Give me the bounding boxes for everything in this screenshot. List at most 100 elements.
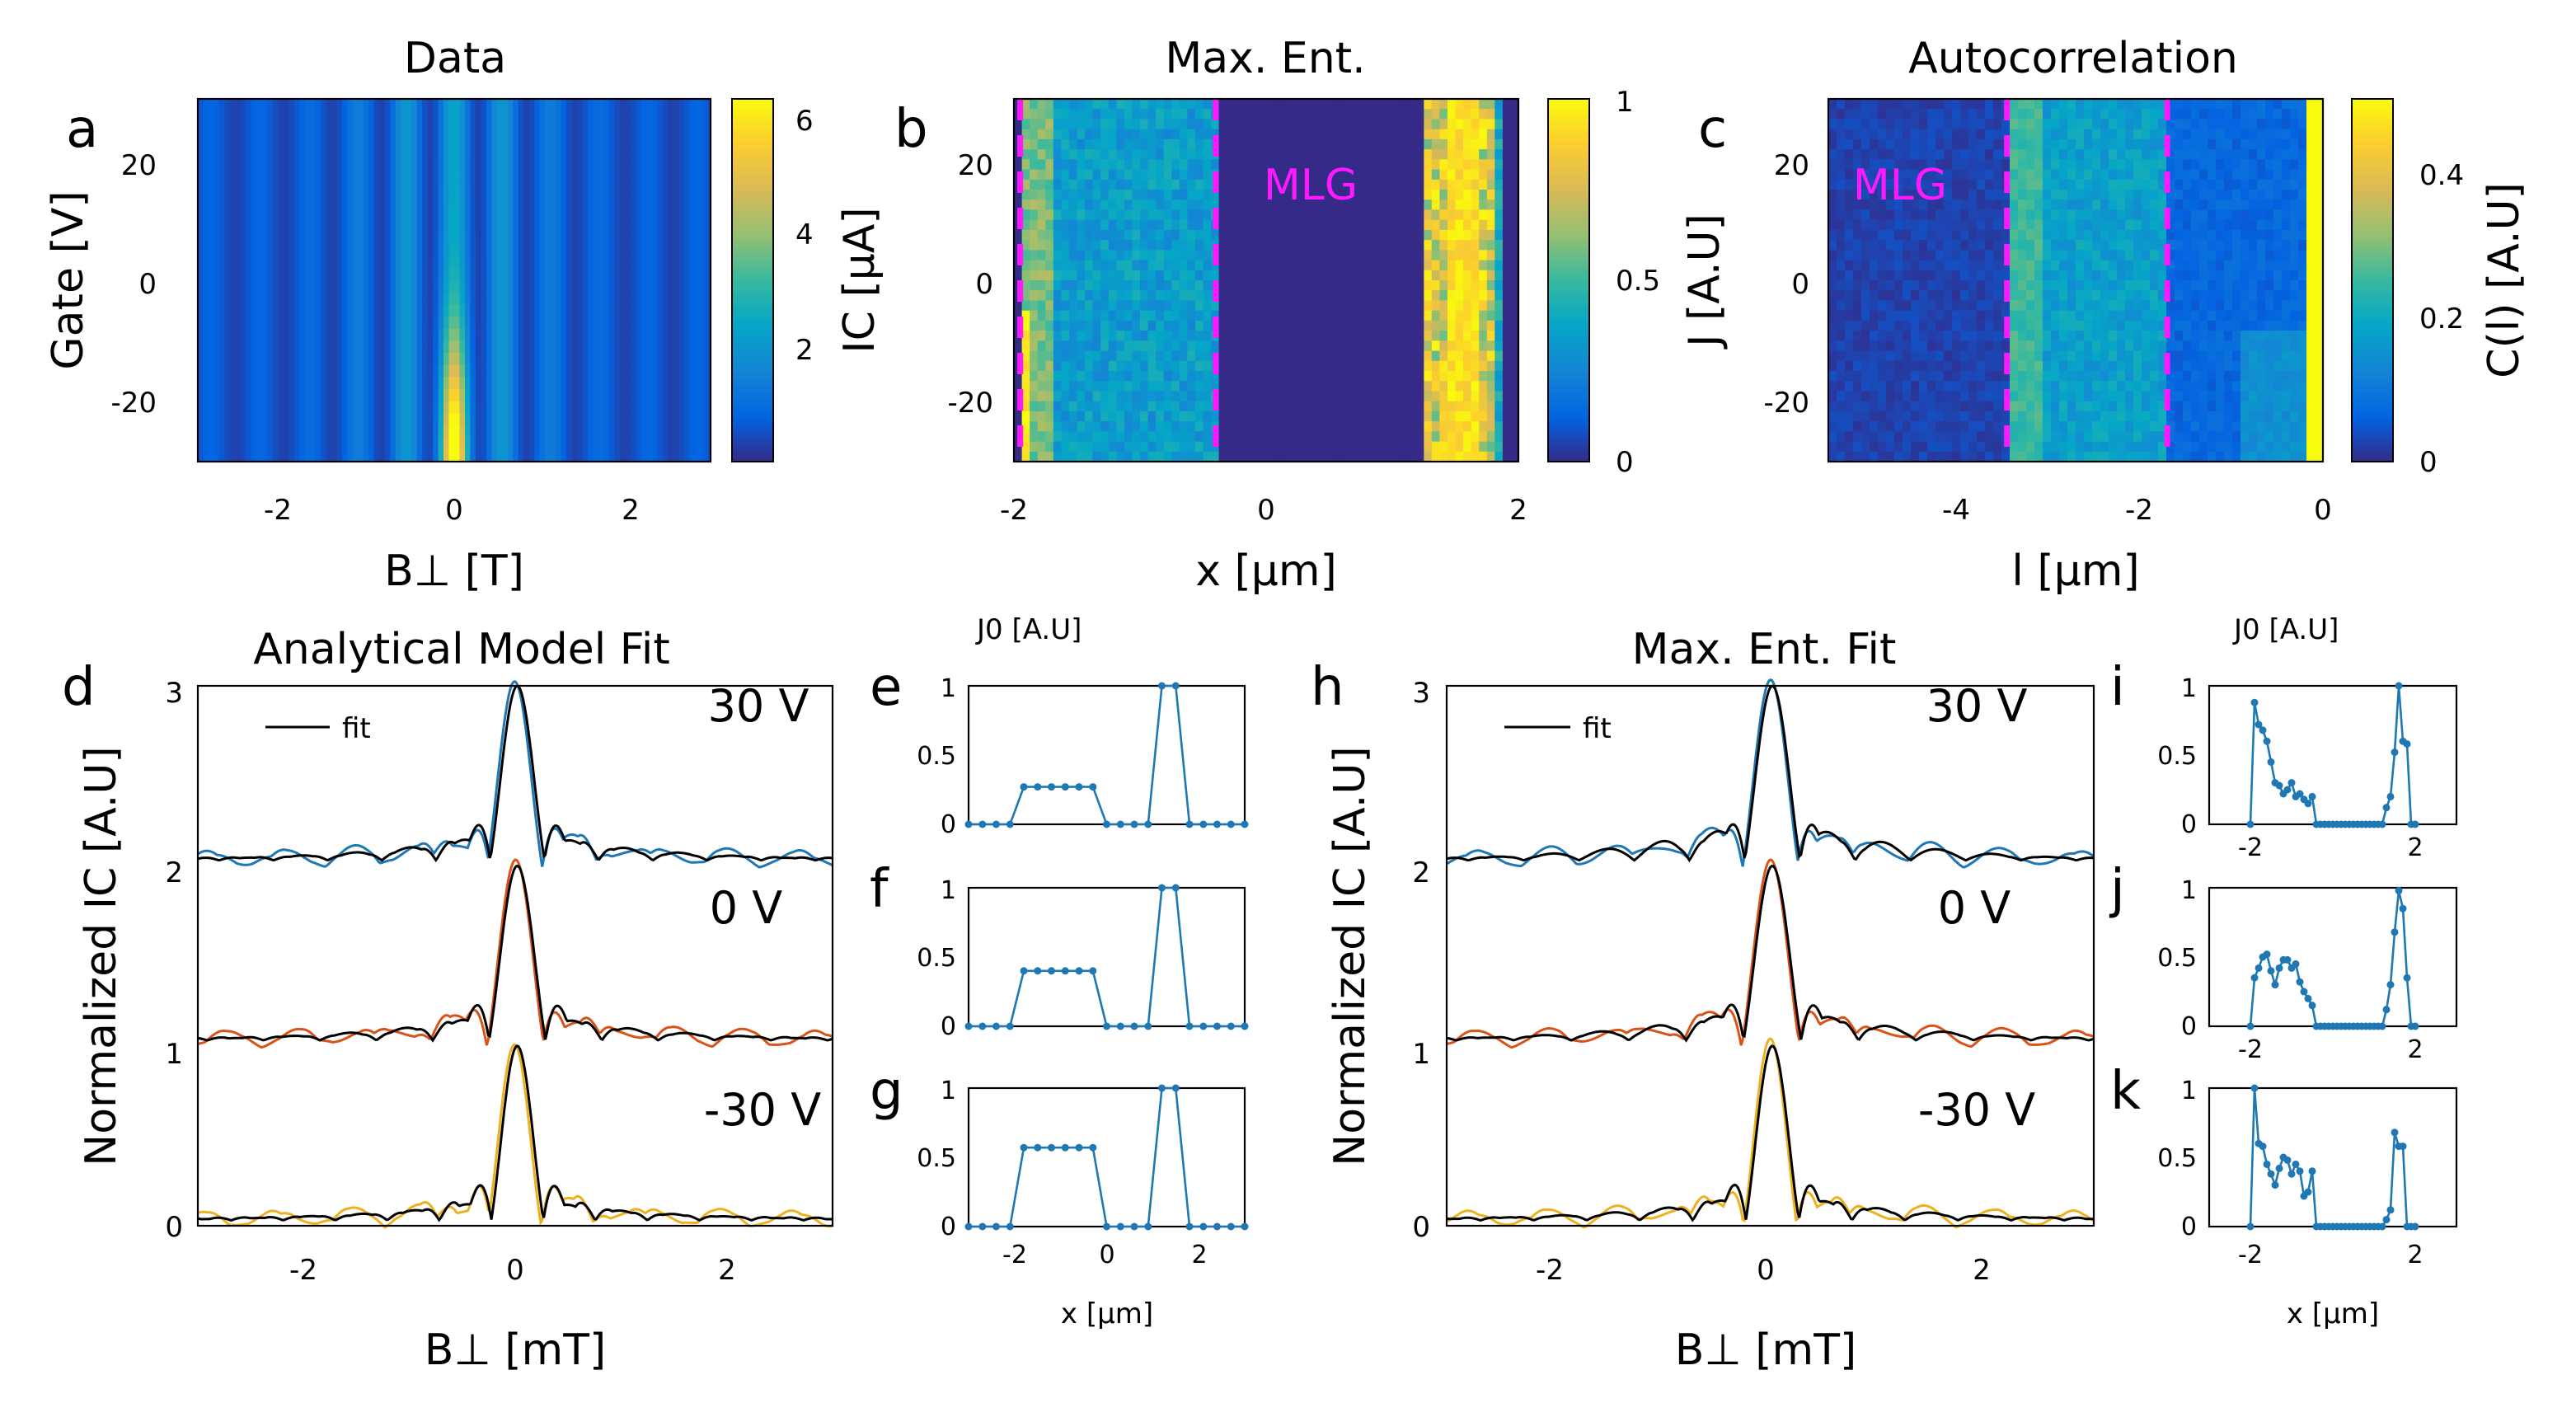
b-cell: [1227, 260, 1236, 271]
a-cell: [646, 135, 653, 148]
a-cell: [598, 183, 604, 196]
b-cell: [1100, 240, 1110, 251]
b-cell: [1463, 129, 1472, 140]
a-cell: [539, 377, 546, 390]
a-cell: [336, 219, 343, 232]
a-cell: [289, 364, 295, 378]
a-cell: [341, 256, 348, 269]
b-cell: [1218, 260, 1227, 271]
a-cell: [475, 159, 481, 172]
a-cell: [588, 99, 594, 112]
a-cell: [640, 377, 647, 390]
a-cell: [662, 183, 669, 196]
a-cell: [341, 364, 348, 378]
a-cell: [593, 268, 599, 281]
a-cell: [657, 328, 664, 341]
a-cell: [636, 364, 642, 378]
b-cell: [1376, 381, 1386, 392]
a-cell: [454, 232, 461, 245]
a-cell: [224, 377, 231, 390]
b-cell: [1037, 190, 1046, 200]
b-cell: [1313, 159, 1322, 171]
b-cell: [1297, 310, 1307, 321]
b-cell: [1392, 411, 1401, 422]
b-cell: [1471, 179, 1480, 190]
b-cell: [1289, 169, 1298, 181]
a-cell: [496, 256, 503, 269]
b-cell: [1045, 169, 1054, 181]
b-cell: [1045, 421, 1054, 432]
a-cell: [384, 413, 391, 426]
a-cell: [203, 171, 209, 185]
a-cell: [209, 268, 215, 281]
a-cell: [668, 123, 674, 136]
b-cell: [1384, 129, 1393, 140]
b-cell: [1313, 169, 1322, 181]
a-cell: [427, 437, 434, 450]
a-cell: [459, 280, 466, 293]
a-cell: [304, 377, 311, 390]
a-cell: [433, 364, 439, 378]
b-cell: [1510, 219, 1519, 231]
b-cell: [1014, 411, 1023, 422]
a-cell: [683, 171, 690, 185]
b-cell: [1282, 290, 1291, 301]
a-cell: [267, 304, 274, 317]
b-cell: [1471, 119, 1480, 130]
b-cell: [1455, 260, 1464, 271]
a-cell: [411, 413, 418, 426]
a-cell: [246, 317, 252, 330]
a-cell: [315, 377, 321, 390]
a-cell: [651, 340, 658, 354]
b-cell: [1045, 219, 1054, 231]
a-cell: [523, 449, 530, 462]
b-cell: [1274, 149, 1283, 160]
b-cell: [1344, 169, 1354, 181]
a-cell: [438, 389, 444, 402]
a-cell: [539, 304, 546, 317]
b-cell: [1510, 250, 1519, 261]
a-cell: [651, 135, 658, 148]
b-cell: [1211, 229, 1220, 241]
a-cell: [448, 171, 455, 185]
b-cell: [1353, 250, 1362, 261]
b-cell: [1337, 381, 1346, 392]
b-cell: [1353, 149, 1362, 160]
a-cell: [689, 340, 696, 354]
a-cell: [235, 232, 242, 245]
b-cell: [1392, 109, 1401, 120]
b-cell: [1305, 109, 1314, 120]
a-cell: [550, 219, 556, 232]
a-cell: [603, 340, 610, 354]
a-cell: [603, 244, 610, 257]
a-cell: [401, 389, 407, 402]
a-cell: [539, 364, 546, 378]
b-cell: [1030, 381, 1039, 392]
a-cell: [326, 147, 332, 160]
a-cell: [384, 195, 391, 209]
a-cell: [427, 123, 434, 136]
a-cell: [218, 208, 225, 221]
a-cell: [486, 328, 492, 341]
b-cell: [1313, 149, 1322, 160]
a-cell: [588, 110, 594, 124]
b-cell: [1258, 371, 1267, 382]
b-cell: [1030, 149, 1039, 160]
b-cell: [1147, 179, 1157, 190]
a-cell: [289, 340, 295, 354]
a-cell: [373, 123, 380, 136]
b-cell: [1415, 129, 1424, 140]
b-cell: [1494, 169, 1504, 181]
a-cell: [411, 292, 418, 305]
b-cell: [1053, 229, 1062, 241]
b-cell: [1424, 179, 1433, 190]
a-cell: [283, 413, 289, 426]
b-cell: [1400, 260, 1409, 271]
a-cell: [523, 304, 530, 317]
b-cell: [1234, 421, 1243, 432]
a-cell: [438, 244, 444, 257]
b-cell: [1156, 119, 1165, 130]
b-cell: [1116, 371, 1125, 382]
b-cell: [1156, 109, 1165, 120]
panel-a-heatmap: 20 0 -20 -2 0 2 B⊥ [T] Gate [V] 6 4 2 IC…: [44, 97, 884, 596]
